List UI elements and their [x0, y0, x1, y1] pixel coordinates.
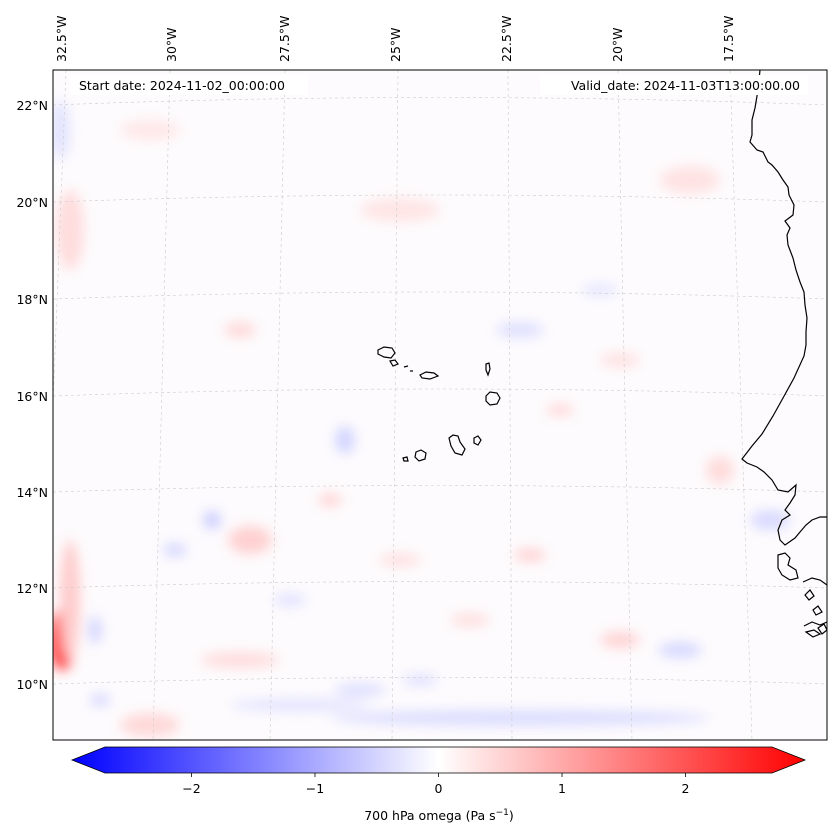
colorbar-tick-label: −1	[306, 781, 324, 796]
colorbar: −2 −1 0 1 2 700 hPa omega (Pa s−1)	[70, 746, 807, 823]
lat-label: 20°N	[16, 195, 48, 210]
valid-date-box	[540, 75, 808, 95]
start-date-label: Start date: 2024-11-02_00:00:00	[79, 78, 285, 93]
colorbar-ticks: −2 −1 0 1 2	[182, 773, 690, 796]
colorbar-gradient	[70, 746, 807, 774]
lat-label: 18°N	[16, 292, 48, 307]
lon-label: 32.5°W	[54, 16, 69, 62]
colorbar-tick-label: −2	[182, 781, 200, 796]
lon-label: 17.5°W	[721, 16, 736, 62]
map-frame	[52, 69, 828, 741]
lon-label: 27.5°W	[277, 16, 292, 62]
africa-coastline	[741, 70, 827, 638]
start-date-box	[70, 75, 308, 95]
valid-date-label: Valid_date: 2024-11-03T13:00:00.00	[571, 78, 800, 93]
lat-label: 16°N	[16, 389, 48, 404]
lat-label: 22°N	[16, 98, 48, 113]
lon-label: 22.5°W	[499, 16, 514, 62]
lon-label: 30°W	[164, 27, 179, 62]
colorbar-tick-label: 0	[435, 781, 443, 796]
colorbar-tick-label: 1	[558, 781, 566, 796]
lat-label: 10°N	[16, 677, 48, 692]
colorbar-label: 700 hPa omega (Pa s−1)	[364, 808, 514, 823]
lat-label: 14°N	[16, 485, 48, 500]
cape-verde-islands	[377, 346, 501, 462]
omega-field	[53, 70, 827, 740]
lat-label: 12°N	[16, 581, 48, 596]
lon-label: 25°W	[388, 27, 403, 62]
longitude-labels: 32.5°W 30°W 27.5°W 25°W 22.5°W 20°W 17.5…	[54, 16, 736, 62]
lon-label: 20°W	[610, 27, 625, 62]
latitude-labels: 22°N 20°N 18°N 16°N 14°N 12°N 10°N	[16, 98, 48, 692]
colorbar-tick-label: 2	[682, 781, 690, 796]
gridlines	[53, 70, 827, 740]
